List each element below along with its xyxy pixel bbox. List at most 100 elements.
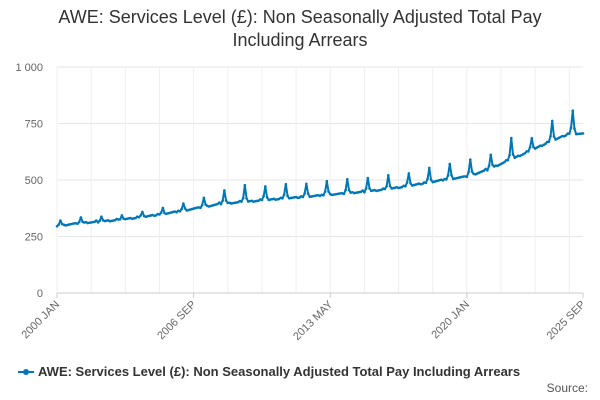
- data-point: [265, 196, 269, 199]
- data-point: [426, 177, 429, 181]
- chart-title-line-1: AWE: Services Level (£): Non Seasonally …: [58, 7, 542, 27]
- data-point: [282, 193, 286, 196]
- data-point: [216, 202, 219, 206]
- data-point: [467, 170, 470, 174]
- data-point: [491, 163, 494, 167]
- data-point: [482, 169, 486, 172]
- data-point: [118, 217, 122, 221]
- data-point: [55, 224, 59, 228]
- data-point: [245, 197, 248, 200]
- data-point: [465, 175, 469, 179]
- data-point: [405, 181, 409, 184]
- data-point: [224, 199, 228, 202]
- data-point: [388, 184, 392, 188]
- legend[interactable]: AWE: Services Level (£): Non Seasonally …: [18, 364, 520, 379]
- data-point: [383, 187, 387, 191]
- data-point: [301, 195, 305, 199]
- data-point: [450, 173, 453, 177]
- data-point: [137, 215, 141, 219]
- data-point: [183, 207, 187, 210]
- data-point: [281, 197, 284, 200]
- data-point: [581, 132, 585, 135]
- data-point: [409, 182, 412, 185]
- data-point: [303, 192, 306, 195]
- legend-series-icon: [18, 367, 34, 377]
- data-point: [368, 187, 371, 190]
- data-point: [141, 210, 144, 214]
- data-point: [98, 219, 101, 223]
- data-point: [161, 206, 165, 210]
- data-point: [508, 153, 511, 157]
- data-point: [487, 164, 491, 168]
- y-tick-label: 0: [37, 288, 43, 300]
- data-point: [347, 188, 351, 192]
- data-point: [468, 158, 472, 161]
- data-point: [202, 196, 206, 200]
- x-tick-label: 2000 JAN: [19, 299, 62, 342]
- data-point: [385, 184, 388, 188]
- data-point: [568, 132, 571, 135]
- data-point: [544, 142, 547, 146]
- data-point: [506, 158, 510, 162]
- data-point: [509, 136, 513, 140]
- data-point: [219, 202, 223, 206]
- data-point: [470, 170, 474, 173]
- data-point: [139, 214, 142, 217]
- y-tick-label: 1 000: [15, 62, 43, 74]
- data-point: [530, 136, 534, 140]
- data-point: [528, 145, 532, 149]
- data-point: [523, 151, 527, 155]
- data-point: [364, 187, 368, 190]
- data-point: [387, 174, 390, 177]
- data-point: [322, 194, 325, 197]
- data-point: [486, 168, 489, 172]
- data-point: [120, 214, 124, 217]
- data-point: [286, 194, 289, 198]
- y-tick-label: 500: [25, 175, 43, 187]
- data-point: [428, 166, 431, 170]
- y-tick-label: 250: [25, 232, 43, 244]
- data-point: [446, 174, 450, 177]
- data-point: [180, 207, 183, 211]
- data-point: [199, 206, 202, 210]
- series-line: [56, 109, 584, 228]
- data-point: [344, 188, 347, 192]
- x-tick-label: 2013 MAY: [291, 298, 336, 343]
- data-point: [323, 190, 327, 193]
- legend-series-label: AWE: Services Level (£): Non Seasonally …: [38, 364, 521, 379]
- data-point: [159, 211, 163, 214]
- data-point: [158, 213, 161, 216]
- data-point: [260, 198, 264, 202]
- data-point: [79, 216, 83, 219]
- data-point: [305, 182, 308, 186]
- data-point: [407, 172, 411, 175]
- x-tick-label: 2025 SEP: [545, 299, 589, 343]
- data-point: [262, 194, 265, 198]
- chart-title-line-2: Including Arrears: [232, 30, 368, 50]
- data-point: [325, 179, 329, 183]
- data-point: [342, 192, 346, 196]
- series-layer: [55, 109, 585, 228]
- data-point: [77, 220, 81, 224]
- data-point: [552, 135, 556, 138]
- data-point: [569, 126, 573, 130]
- data-point: [448, 162, 452, 166]
- chart-title: AWE: Services Level (£): Non Seasonally …: [0, 6, 600, 52]
- x-tick-label: 2020 JAN: [429, 299, 472, 342]
- data-point: [571, 109, 575, 113]
- data-point: [527, 150, 530, 153]
- data-point: [200, 203, 204, 207]
- data-point: [57, 223, 61, 226]
- grid-layer: [56, 66, 583, 294]
- data-point: [223, 189, 226, 192]
- data-point: [550, 119, 554, 123]
- data-point: [532, 145, 535, 149]
- data-point: [366, 176, 370, 180]
- x-tick-label: 2006 SEP: [155, 299, 199, 343]
- data-point: [182, 202, 185, 205]
- data-point: [489, 153, 493, 157]
- data-point: [221, 199, 224, 202]
- data-point: [573, 127, 576, 130]
